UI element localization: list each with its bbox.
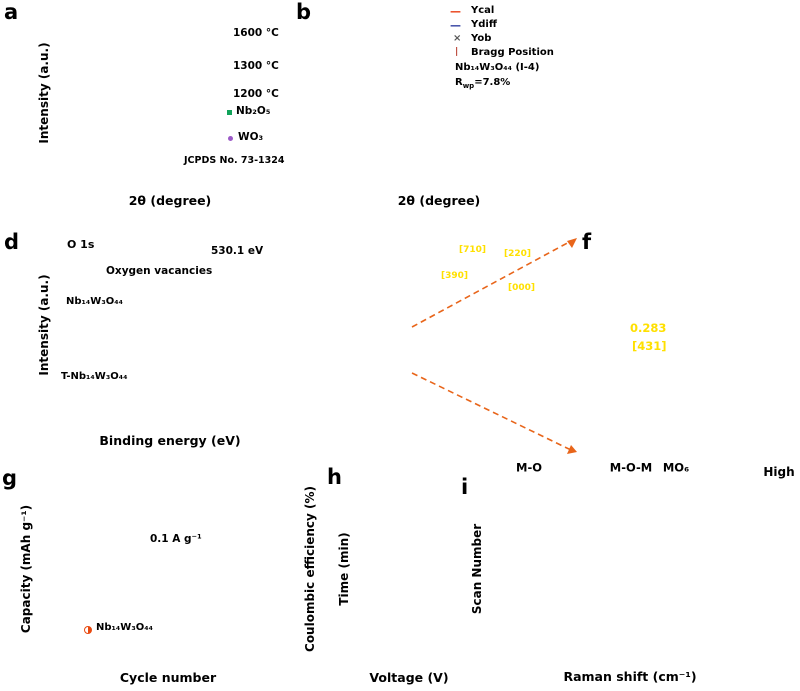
panel-f-letter: f xyxy=(582,230,592,254)
b-legend-bragg: Bragg Position xyxy=(471,47,554,58)
wo3-dot-marker xyxy=(228,136,233,141)
b-legend-ydiff: Ydiff xyxy=(471,19,497,30)
panel-b-canvas xyxy=(300,2,555,217)
i-band-label-mo6: MO₆ xyxy=(662,460,690,475)
panel-c-letter: c xyxy=(586,6,599,30)
e-scalebar-label: 1 nm xyxy=(340,408,377,423)
b-legend-ycal-marker: — xyxy=(450,5,461,18)
i-band-label-mo: M-O xyxy=(516,460,542,475)
b-legend-ycal: Ycal xyxy=(471,5,495,16)
e-inset-label-710: [710] xyxy=(459,245,487,255)
panel-a-letter: a xyxy=(4,0,19,24)
i-band-label-mom: M-O-M xyxy=(609,460,653,475)
panel-f-ifft-image xyxy=(578,232,795,444)
c-scalebar-label: 500 nm xyxy=(592,164,655,182)
d-peak-label: 530.1 eV xyxy=(211,245,264,257)
panel-i-canvas xyxy=(460,462,800,680)
a-series-label-wo3: WO₃ xyxy=(238,131,264,143)
panel-h-canvas xyxy=(332,468,480,680)
f-dislocation-label: Dislocation xyxy=(701,327,774,341)
b-phase-label: Nb₁₄W₃O₄₄ (I-4) xyxy=(455,62,540,73)
e-inset-label-390: [390] xyxy=(441,271,469,281)
i-colorbar-label: High xyxy=(763,465,795,479)
g-legend-label: Nb₁₄W₃O₄₄ xyxy=(96,622,153,633)
b-x-axis-title: 2θ (degree) xyxy=(397,192,481,208)
b-legend-ydiff-marker: — xyxy=(450,19,461,32)
f-plane-label: [431] xyxy=(632,339,667,353)
f-spacing-label: 0.283 xyxy=(630,321,667,335)
d-region-label: O 1s xyxy=(67,238,95,251)
b-legend-yob: Yob xyxy=(471,33,492,44)
i-y-axis-title: Scan Number xyxy=(470,523,484,615)
e-inset-scalebar xyxy=(494,325,536,328)
b-legend-bragg-marker: | xyxy=(455,47,459,57)
f-scalebar xyxy=(590,430,626,435)
panel-a-canvas xyxy=(30,2,290,217)
panel-b-letter: b xyxy=(296,0,312,24)
panel-d-canvas xyxy=(30,230,290,445)
a-series-label-jcpds: JCPDS No. 73-1324 xyxy=(184,155,285,166)
a-series-label-1300: 1300 °C xyxy=(233,60,279,72)
i-x-axis-title: Raman shift (cm⁻¹) xyxy=(563,668,697,684)
d-series-label-black: T-Nb₁₄W₃O₄₄ xyxy=(61,371,128,382)
a-series-label-1600: 1600 °C xyxy=(233,27,279,39)
panel-d-letter: d xyxy=(4,230,20,254)
d-x-axis-title: Binding energy (eV) xyxy=(99,432,241,448)
h-x-axis-title: Voltage (V) xyxy=(369,669,449,685)
h-y-axis-title: Time (min) xyxy=(337,532,351,606)
panel-c-sem-image xyxy=(578,3,795,215)
a-y-axis-title: Intensity (a.u.) xyxy=(37,42,51,144)
panel-e-letter: e xyxy=(336,234,351,258)
d-series-label-red: Nb₁₄W₃O₄₄ xyxy=(66,296,123,307)
panel-h-letter: h xyxy=(327,465,342,489)
panel-g-letter: g xyxy=(2,466,18,490)
g-x-axis-title: Cycle number xyxy=(119,669,217,685)
panel-g-canvas xyxy=(0,468,340,680)
nb2o5-square-marker xyxy=(227,110,232,115)
e-inset-label-220: [220] xyxy=(504,249,532,259)
b-legend-yob-marker: × xyxy=(453,33,462,44)
e-scalebar xyxy=(340,429,368,433)
d-vacancy-label: Oxygen vacancies xyxy=(106,265,213,277)
g-rate-label: 0.1 A g⁻¹ xyxy=(150,533,202,545)
a-x-axis-title: 2θ (degree) xyxy=(128,192,212,208)
d-y-axis-title: Intensity (a.u.) xyxy=(37,274,51,376)
c-scalebar xyxy=(589,188,675,193)
a-series-label-nb2o5: Nb₂O₅ xyxy=(236,105,271,117)
e-inset-label-000: [000] xyxy=(508,283,536,293)
a-series-label-1200: 1200 °C xyxy=(233,88,279,100)
g-y-axis-title-right: Coulombic efficiency (%) xyxy=(303,486,317,652)
panel-i-letter: i xyxy=(461,475,469,499)
g-y-axis-title-left: Capacity (mAh g⁻¹) xyxy=(19,504,33,634)
f-scalebar-label: 1 nm xyxy=(591,410,631,426)
b-rwp-label: Rwp=7.8% xyxy=(455,77,511,90)
e-inset-scalebar-label: 5 1/nm xyxy=(496,310,533,321)
g-legend-marker xyxy=(84,626,92,634)
